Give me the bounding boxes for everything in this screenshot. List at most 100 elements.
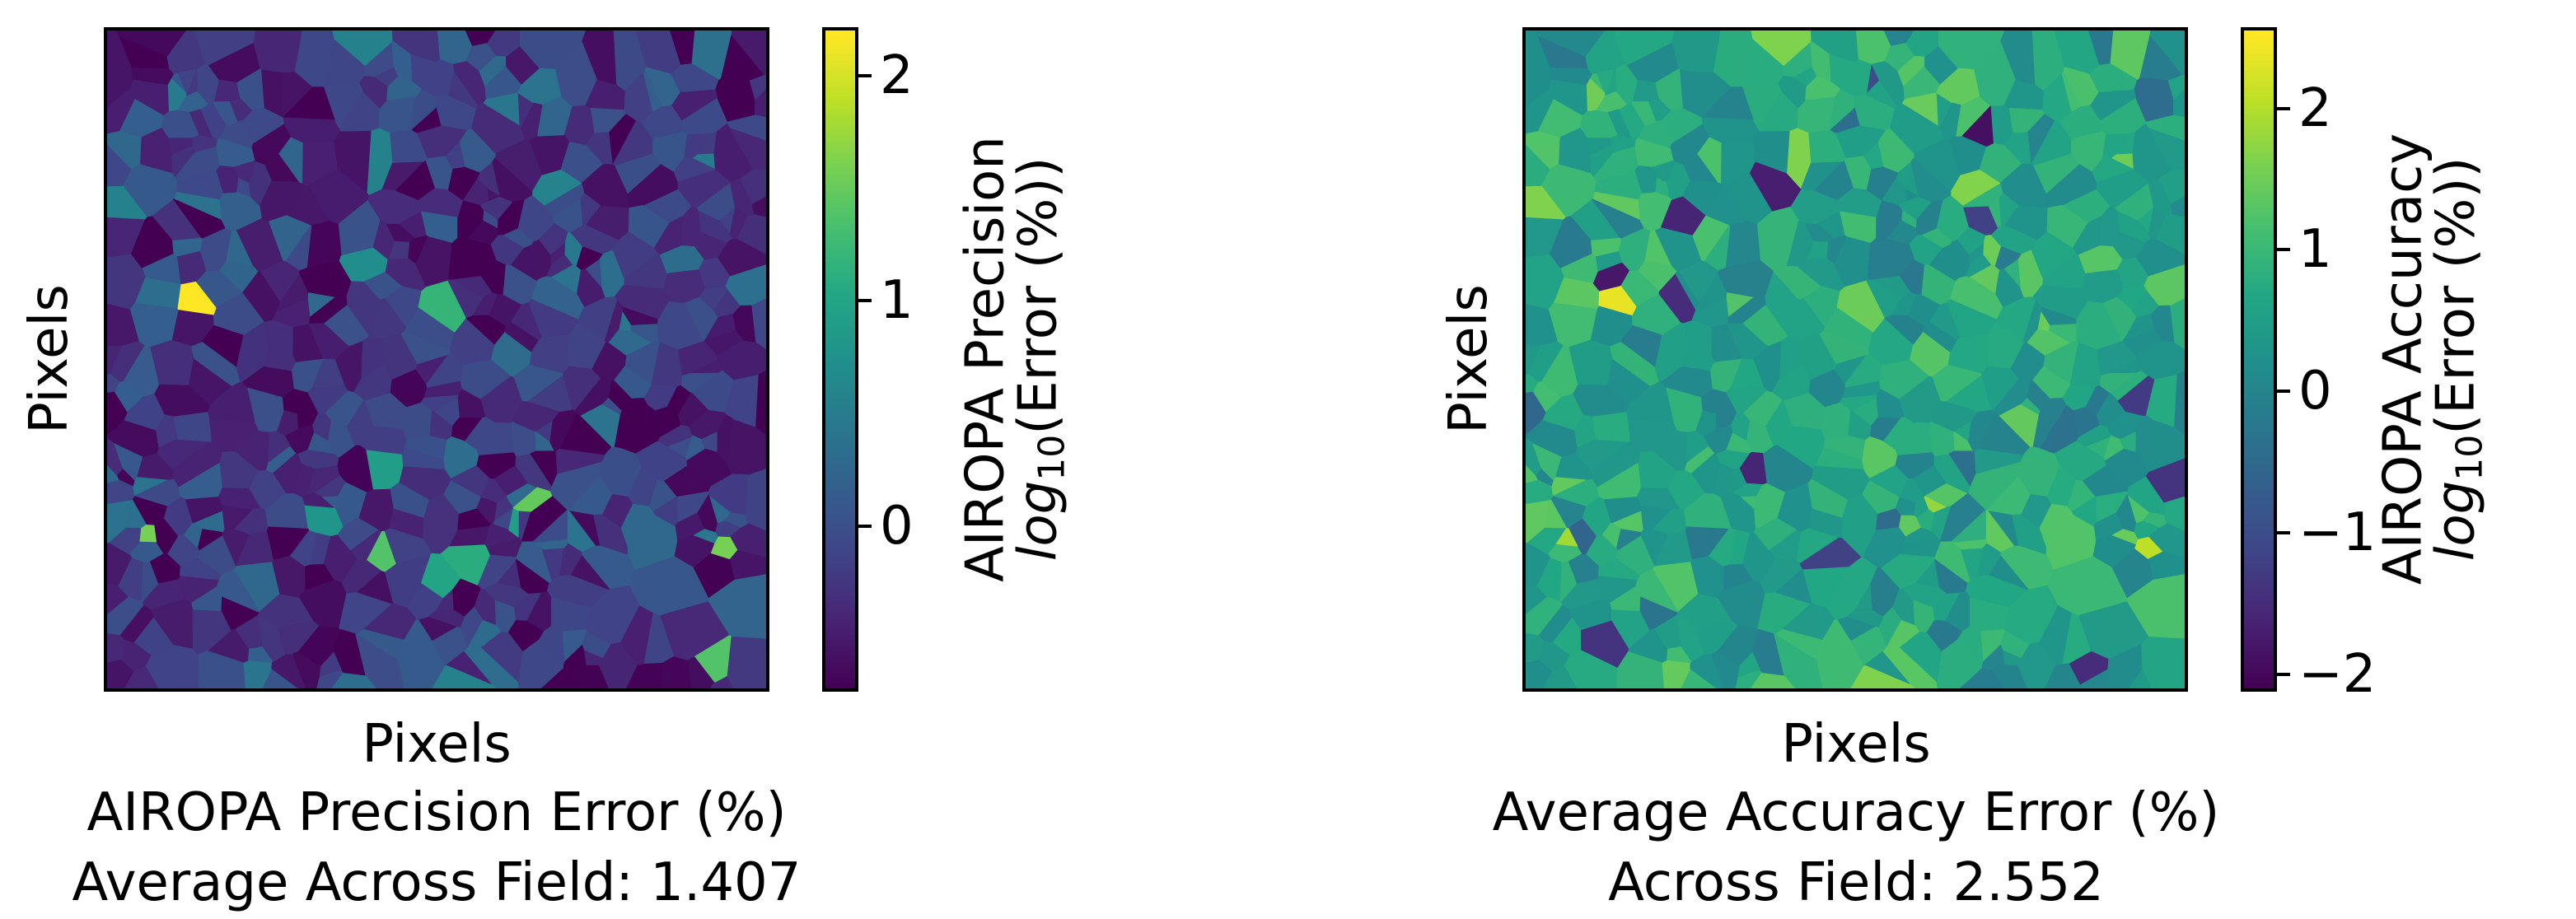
heatmap-cell: [2045, 514, 2097, 571]
colorbar-segment: [825, 606, 855, 613]
colorbar-segment: [825, 534, 855, 542]
colorbar-segment: [825, 479, 855, 487]
colorbar-segment: [2244, 343, 2274, 350]
colorbar-segment: [2244, 381, 2274, 389]
heatmap-cell: [183, 522, 203, 548]
heatmap-cell: [421, 553, 461, 599]
heatmap-cell: [305, 563, 334, 590]
heatmap-cell: [710, 536, 738, 560]
colorbar-segment: [2244, 68, 2274, 76]
heatmap-cell: [446, 651, 492, 684]
colorbar-segment: [825, 617, 855, 624]
colorbar-segment: [2244, 419, 2274, 427]
accuracy-colorbar: [2241, 27, 2277, 692]
colorbar-segment: [2244, 666, 2274, 674]
colorbar-segment: [825, 167, 855, 175]
heatmap-cell: [2037, 311, 2050, 332]
colorbar-segment: [825, 633, 855, 641]
colorbar-segment: [2244, 184, 2274, 191]
heatmap-cell: [1526, 527, 1568, 555]
heatmap-cell: [107, 30, 133, 91]
colorbar-segment: [2244, 260, 2274, 268]
colorbar-segment: [2244, 161, 2274, 170]
colorbar-segment: [825, 507, 855, 515]
colorbar-segment: [825, 250, 855, 257]
heatmap-cell: [107, 391, 128, 436]
heatmap-cell: [550, 597, 591, 632]
colorbar-segment: [825, 425, 855, 432]
colorbar-segment: [825, 211, 855, 218]
colorbar-segment: [2244, 452, 2274, 460]
colorbar-segment: [2244, 85, 2274, 92]
heatmap-cell: [1940, 492, 1986, 542]
colorbar-segment: [825, 101, 855, 109]
heatmap-cell: [2021, 494, 2052, 528]
heatmap-cell: [1710, 651, 1740, 688]
heatmap-cell: [1579, 110, 1618, 138]
colorbar-segment: [825, 464, 855, 471]
colorbar-segment: [2244, 250, 2274, 257]
heatmap-cell: [2148, 207, 2167, 240]
colorbar-segment: [2244, 293, 2274, 301]
colorbar-segment: [825, 578, 855, 586]
colorbar-segment: [2244, 310, 2274, 317]
colorbar-segment: [2244, 540, 2274, 548]
heatmap-cell: [466, 43, 497, 72]
heatmap-cell: [1899, 515, 1921, 537]
precision-caption-line1: AIROPA Precision Error (%): [86, 782, 787, 843]
heatmap-cell: [1551, 477, 1587, 496]
colorbar-segment: [825, 650, 855, 657]
colorbar-segment: [2244, 79, 2274, 87]
heatmap-cell: [1658, 273, 1696, 324]
heatmap-cell: [139, 524, 157, 543]
colorbar-segment: [2244, 403, 2274, 411]
colorbar-segment: [825, 408, 855, 416]
colorbar-segment: [825, 677, 855, 684]
heatmap-cell: [1807, 240, 1829, 259]
colorbar-segment: [2244, 151, 2274, 158]
colorbar-segment: [825, 79, 855, 87]
heatmap-cell: [1718, 259, 1774, 298]
accuracy-caption-line1: Average Accuracy Error (%): [1492, 782, 2220, 843]
heatmap-cell: [1886, 620, 1920, 648]
colorbar-segment: [825, 151, 855, 158]
heatmap-cell: [713, 123, 754, 183]
precision-colorbar-log: log: [1007, 480, 1069, 562]
heatmap-cell: [1683, 492, 1732, 529]
colorbar-segment: [825, 441, 855, 449]
precision-colorbar-label: AIROPA Precision log10(Error (%)): [956, 136, 1073, 582]
colorbar-segment: [2244, 287, 2274, 296]
heatmap-cell: [447, 166, 480, 201]
colorbar-segment: [2244, 233, 2274, 240]
colorbar-segment: [825, 376, 855, 383]
heatmap-cell: [161, 110, 199, 138]
colorbar-tick: [2277, 248, 2290, 252]
precision-heatmap-svg: [107, 30, 766, 688]
heatmap-cell: [686, 448, 732, 486]
colorbar-segment: [825, 320, 855, 329]
heatmap-cell: [2174, 370, 2185, 435]
colorbar-segment: [2244, 46, 2274, 54]
colorbar-segment: [825, 134, 855, 142]
colorbar-segment: [825, 545, 855, 553]
precision-panel: Pixels Pixels AIROPA Precision Error (%)…: [0, 0, 1285, 919]
heatmap-cell: [1799, 537, 1862, 570]
accuracy-heatmap: [1522, 27, 2188, 692]
heatmap-cell: [235, 615, 264, 649]
precision-ylabel: Pixels: [19, 284, 80, 434]
colorbar-segment: [2244, 660, 2274, 668]
accuracy-xlabel: Pixels: [1781, 714, 1931, 775]
heatmap-cell: [177, 69, 197, 94]
colorbar-segment: [2244, 650, 2274, 657]
heatmap-cell: [2003, 650, 2022, 665]
heatmap-cell: [1526, 479, 1554, 505]
heatmap-cell: [216, 138, 255, 167]
heatmap-cell: [202, 324, 244, 367]
colorbar-segment: [2244, 584, 2274, 591]
colorbar-tick-label: 1: [2298, 219, 2332, 281]
heatmap-cell: [1948, 450, 1976, 487]
colorbar-segment: [2244, 518, 2274, 525]
colorbar-segment: [2244, 222, 2274, 230]
heatmap-cell: [2134, 536, 2163, 559]
heatmap-cell: [2102, 296, 2137, 342]
